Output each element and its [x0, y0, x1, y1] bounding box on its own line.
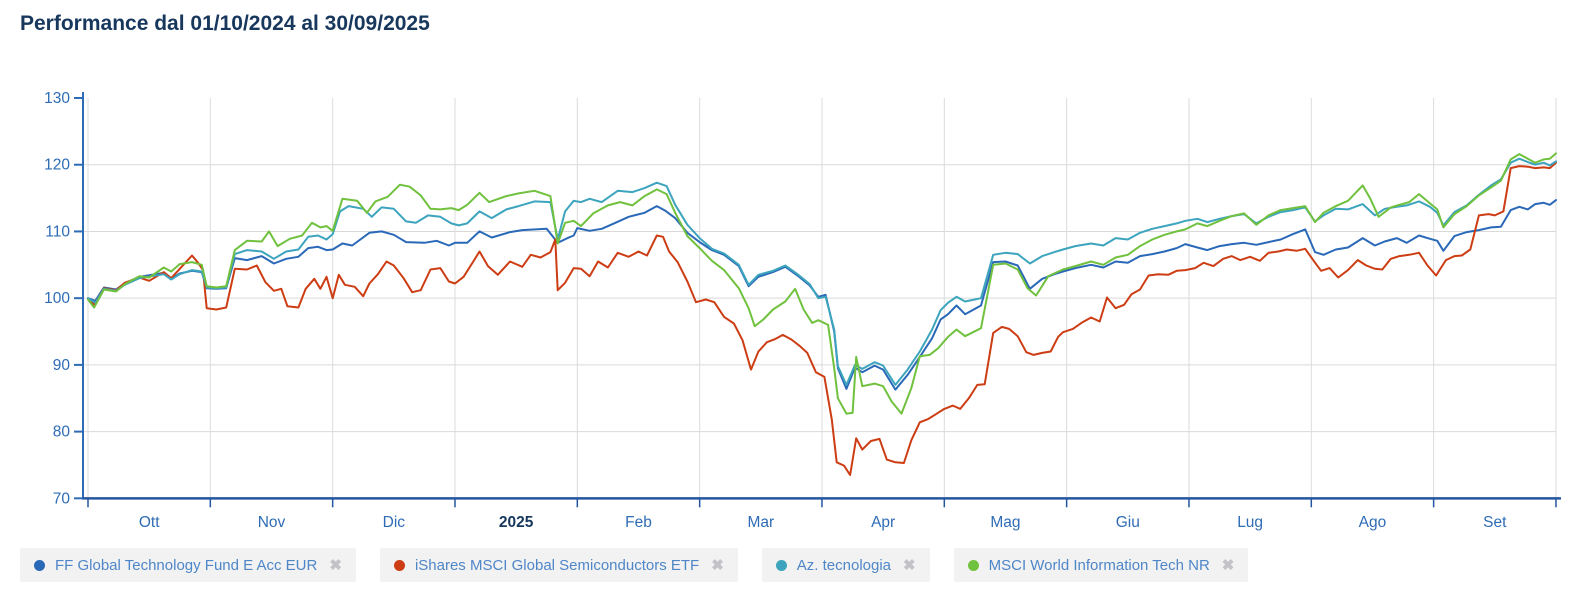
- x-axis-label: Set: [1483, 514, 1507, 531]
- x-axis-label: Dic: [383, 514, 406, 531]
- series-color-dot: [393, 559, 405, 571]
- y-axis-label: 70: [53, 490, 71, 507]
- remove-series-icon[interactable]: ✖: [1221, 557, 1235, 574]
- y-axis-label: 120: [44, 157, 70, 174]
- x-axis-label: Apr: [871, 514, 895, 531]
- x-axis-label: Nov: [258, 514, 286, 531]
- legend: FF Global Technology Fund E Acc EUR ✖ iSha…: [20, 548, 1249, 582]
- x-axis-label: Giu: [1116, 514, 1140, 531]
- series-color-dot: [775, 559, 787, 571]
- page-title: Performance dal 01/10/2024 al 30/09/2025: [20, 12, 430, 35]
- series-color-dot: [967, 559, 979, 571]
- legend-item-label: Az. tecnologia: [796, 556, 892, 574]
- x-axis-label: Ago: [1359, 514, 1387, 531]
- legend-item-label: FF Global Technology Fund E Acc EUR: [55, 556, 318, 574]
- legend-item: iShares MSCI Global Semiconductors ETF ✖: [379, 548, 738, 582]
- y-axis-label: 80: [53, 424, 71, 441]
- performance-chart[interactable]: 70 80 90 100 110 120 130 Ott Nov Dic 2025 Feb Mar Apr…: [0, 0, 1577, 540]
- series-line: [87, 157, 1557, 386]
- legend-item: MSCI World Information Tech NR ✖: [953, 548, 1249, 582]
- x-axis-label: 2025: [499, 514, 534, 531]
- legend-item-label: iShares MSCI Global Semiconductors ETF: [414, 556, 700, 574]
- y-axis-label: 100: [44, 290, 70, 307]
- x-axis-label: Feb: [625, 514, 652, 531]
- legend-item: Az. tecnologia ✖: [761, 548, 930, 582]
- x-axis-label: Mag: [990, 514, 1020, 531]
- series-line: [87, 161, 1557, 476]
- remove-series-icon[interactable]: ✖: [329, 557, 342, 574]
- series-line: [87, 152, 1557, 415]
- y-axis-label: 110: [45, 223, 70, 240]
- y-axis-label: 90: [53, 357, 71, 374]
- series-color-dot: [34, 559, 45, 571]
- legend-item-label: MSCI World Information Tech NR: [988, 556, 1210, 574]
- x-axis-label: Ott: [139, 514, 160, 531]
- x-axis-label: Mar: [747, 514, 774, 531]
- remove-series-icon[interactable]: ✖: [903, 557, 916, 574]
- legend-item: FF Global Technology Fund E Acc EUR ✖: [20, 548, 356, 582]
- y-axis-label: 130: [44, 90, 70, 107]
- x-axis-label: Lug: [1237, 514, 1263, 531]
- remove-series-icon[interactable]: ✖: [711, 557, 724, 574]
